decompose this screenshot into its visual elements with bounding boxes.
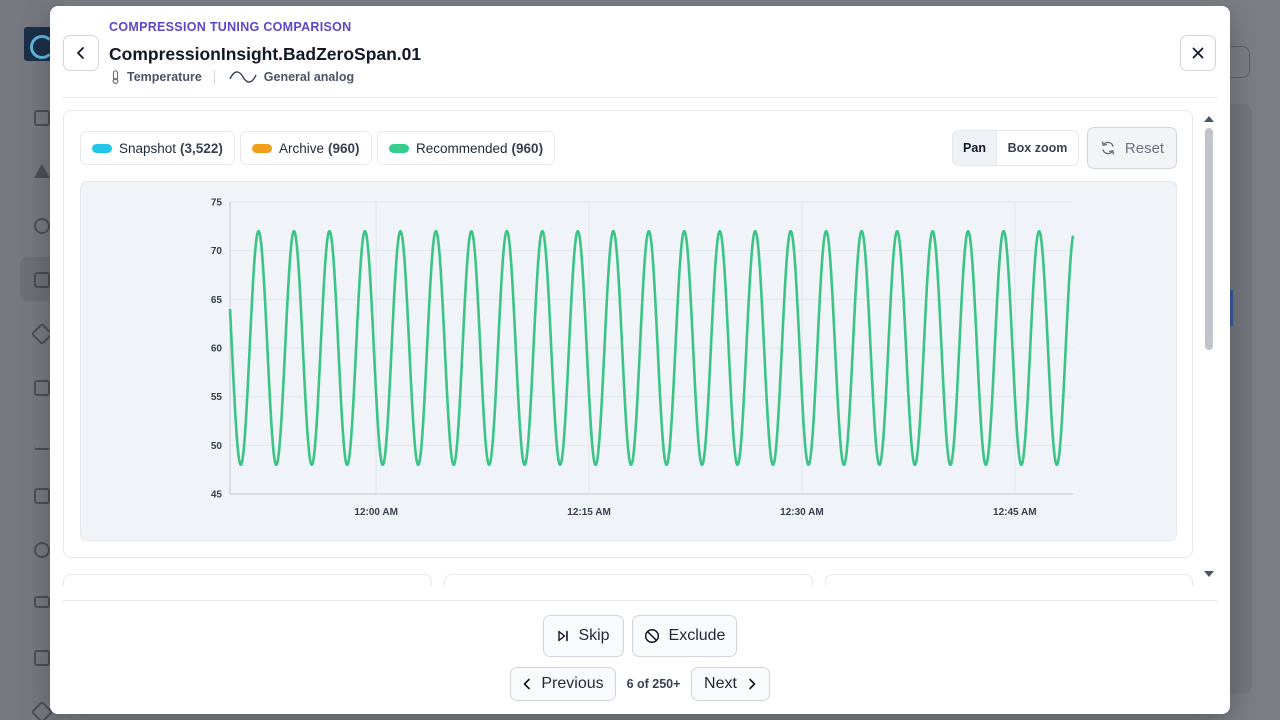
time-series-chart[interactable]: 45 50 55 60 65 70 75 12:00 AM 12:15 AM 12:30 AM 12… — [80, 181, 1177, 541]
footer-divider — [63, 600, 1217, 601]
previous-label: Previous — [541, 675, 604, 692]
chevron-left-icon — [522, 678, 532, 690]
sine-wave-icon — [229, 71, 257, 83]
stats-card-recommended — [825, 574, 1193, 586]
exclude-label: Exclude — [668, 627, 726, 644]
box-zoom-mode-button[interactable]: Box zoom — [1007, 141, 1068, 155]
network-icon — [34, 650, 50, 666]
legend-label: Recommended — [416, 140, 508, 156]
previous-button[interactable]: Previous — [510, 667, 616, 701]
stats-card-snapshot — [63, 574, 432, 586]
vertical-scrollbar[interactable] — [1200, 110, 1218, 586]
legend-count: (960) — [511, 140, 544, 156]
modal-eyebrow: COMPRESSION TUNING COMPARISON — [109, 20, 352, 34]
background-accent — [1230, 290, 1233, 326]
recommended-swatch — [389, 143, 409, 153]
y-tick-label: 75 — [211, 198, 223, 209]
legend-label: Archive — [279, 140, 325, 156]
exclude-button[interactable]: Exclude — [632, 615, 737, 657]
scroll-up-arrow-icon[interactable] — [1204, 116, 1214, 122]
x-tick-label: 12:30 AM — [780, 507, 824, 518]
legend-count: (3,522) — [180, 140, 223, 156]
activity-icon — [34, 434, 50, 450]
meta-divider — [213, 70, 215, 84]
background-content-edge — [1230, 40, 1280, 694]
tag-type-label: Temperature — [127, 70, 202, 84]
legend-count: (960) — [328, 140, 360, 156]
modal-scroll-area[interactable]: Snapshot (3,522) Archive (960) Recommend… — [63, 110, 1193, 586]
monitor-icon — [34, 596, 50, 608]
modal-title: CompressionInsight.BadZeroSpan.01 — [109, 44, 422, 64]
compression-comparison-modal: COMPRESSION TUNING COMPARISON Compressio… — [50, 6, 1230, 714]
alert-icon — [34, 164, 50, 178]
stats-card-archive — [444, 574, 813, 586]
next-button[interactable]: Next — [691, 667, 770, 701]
scroll-down-arrow-icon[interactable] — [1204, 571, 1214, 577]
legend-label: Snapshot — [119, 140, 177, 156]
tag-metadata: Temperature General analog — [111, 70, 354, 84]
background-card — [1230, 104, 1252, 694]
snapshot-swatch — [92, 143, 112, 153]
archive-swatch — [252, 143, 272, 153]
y-tick-label: 55 — [211, 392, 223, 403]
point-class-label: General analog — [263, 70, 355, 84]
dashboard-icon — [34, 110, 50, 126]
scrollbar-thumb[interactable] — [1205, 128, 1213, 350]
legend-chip-archive[interactable]: Archive (960) — [240, 131, 372, 165]
reset-zoom-button[interactable]: Reset — [1087, 127, 1177, 169]
y-tick-label: 65 — [211, 295, 223, 306]
history-icon — [34, 218, 50, 234]
skip-forward-icon — [557, 630, 569, 642]
x-tick-label: 12:00 AM — [354, 507, 398, 518]
chevron-right-icon — [747, 678, 757, 690]
y-tick-label: 50 — [211, 441, 223, 452]
next-label: Next — [704, 675, 737, 692]
cube-icon — [34, 488, 50, 504]
header-divider — [63, 97, 1217, 98]
ban-icon — [644, 628, 660, 644]
y-tick-label: 70 — [211, 246, 223, 257]
legend-chip-snapshot[interactable]: Snapshot (3,522) — [80, 131, 235, 165]
cluster-icon — [34, 542, 50, 558]
pan-mode-button[interactable]: Pan — [953, 131, 997, 165]
close-icon — [1192, 47, 1204, 59]
x-tick-label: 12:15 AM — [567, 507, 611, 518]
background-refresh-button — [1230, 46, 1250, 78]
close-button[interactable] — [1180, 35, 1216, 71]
chevron-left-icon — [77, 47, 84, 59]
page-indicator: 6 of 250+ — [626, 677, 681, 691]
thermometer-icon — [111, 70, 120, 84]
series-line-recommended — [228, 229, 1075, 467]
legend-chip-recommended[interactable]: Recommended (960) — [377, 131, 556, 165]
skip-label: Skip — [578, 627, 610, 644]
y-tick-label: 60 — [211, 344, 223, 355]
y-tick-label: 45 — [211, 490, 223, 501]
chart-card: Snapshot (3,522) Archive (960) Recommend… — [63, 110, 1193, 558]
skip-button[interactable]: Skip — [543, 615, 624, 657]
x-tick-label: 12:45 AM — [993, 507, 1037, 518]
chart-mode-toggle: Pan Box zoom — [952, 130, 1079, 166]
layers-icon — [34, 380, 50, 396]
calculator-icon — [34, 272, 50, 288]
app-logo-icon — [24, 27, 54, 61]
refresh-icon — [1100, 140, 1116, 156]
reset-label: Reset — [1124, 139, 1165, 157]
back-button[interactable] — [63, 35, 99, 71]
